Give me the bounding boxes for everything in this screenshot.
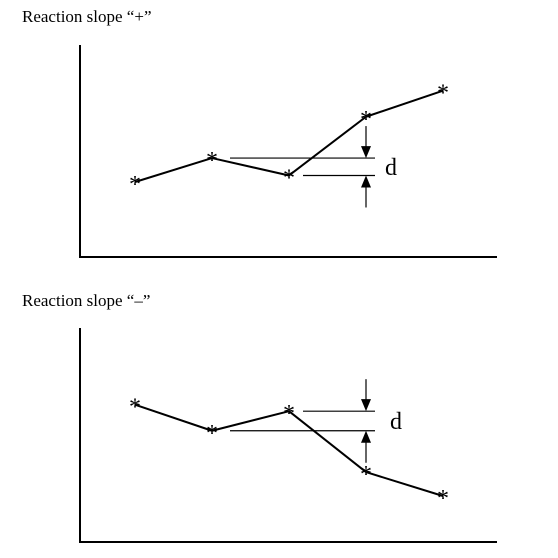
panel-title-negative: Reaction slope “–” [22,291,151,310]
axes-positive [79,45,497,258]
gap-arrowhead-down [361,399,371,412]
gap-label: d [385,155,397,181]
data-point-marker: * [129,172,141,198]
gap-arrowhead-up [361,175,371,188]
data-point-marker: * [206,421,218,447]
data-point-marker: * [437,81,449,107]
data-point-marker: * [283,165,295,191]
data-point-marker: * [360,107,372,133]
connector-segment [134,157,213,183]
connector-segment [365,89,444,118]
gap-label: d [390,409,402,435]
connector-segment [365,471,444,497]
panel-negative: * * * * * d [129,379,449,512]
axes-negative [79,328,497,543]
connector-segment [211,410,290,432]
gap-arrowhead-down [361,146,371,159]
panel-positive: * * * * * d [129,81,449,208]
data-point-marker: * [283,401,295,427]
data-point-marker: * [360,462,372,488]
data-point-marker: * [129,395,141,421]
connector-segment [211,157,290,177]
connector-segment [288,410,367,473]
connector-segment [134,403,213,432]
panel-title-positive: Reaction slope “+” [22,7,152,26]
data-point-marker: * [206,148,218,174]
connector-segment [288,115,367,177]
data-point-marker: * [437,486,449,512]
gap-arrowhead-up [361,430,371,443]
